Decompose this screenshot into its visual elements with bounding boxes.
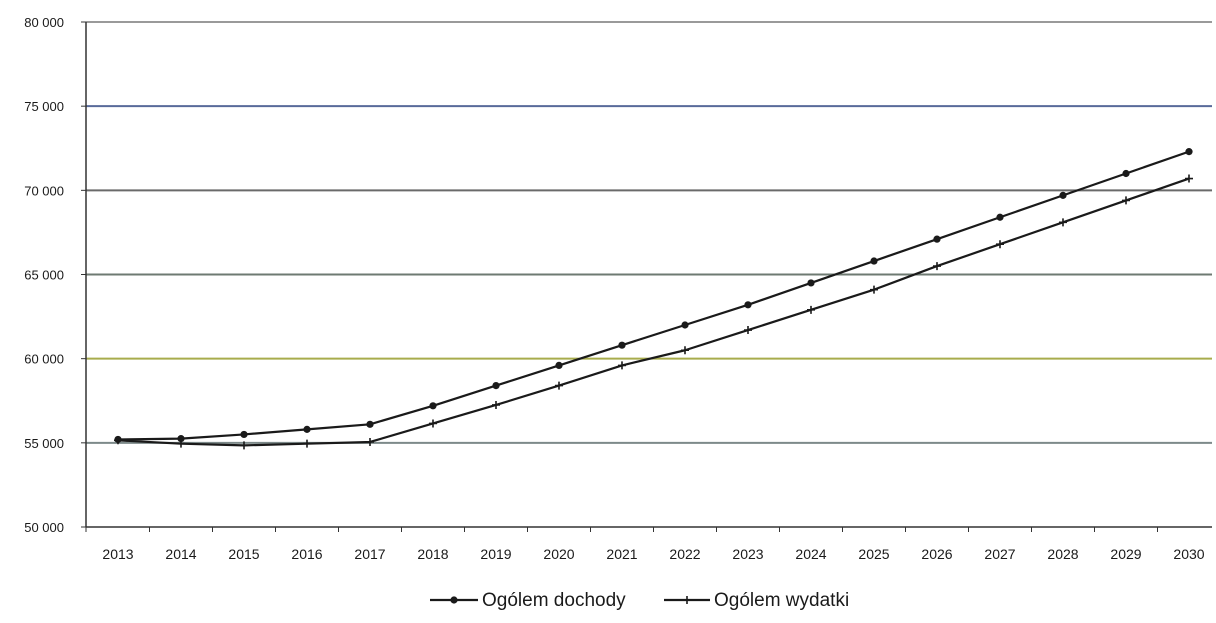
y-tick-label: 80 000	[24, 15, 64, 30]
data-point	[450, 596, 457, 603]
data-point	[1059, 218, 1067, 226]
data-point	[1059, 192, 1066, 199]
y-tick-label: 70 000	[24, 183, 64, 198]
data-point	[303, 426, 310, 433]
data-point	[366, 438, 374, 446]
x-tick-label: 2027	[984, 546, 1015, 562]
data-point	[555, 362, 562, 369]
y-tick-label: 50 000	[24, 520, 64, 535]
data-point	[744, 326, 752, 334]
data-point	[807, 306, 815, 314]
legend: Ogólem dochody Ogólem wydatki	[430, 590, 849, 611]
x-tick-label: 2017	[354, 546, 385, 562]
x-tick-label: 2029	[1110, 546, 1141, 562]
x-tick-label: 2028	[1047, 546, 1078, 562]
data-point	[683, 596, 691, 604]
data-point	[1122, 170, 1129, 177]
data-point	[807, 279, 814, 286]
x-tick-label: 2030	[1173, 546, 1204, 562]
series-line	[118, 152, 1189, 440]
data-point	[429, 402, 436, 409]
series-line	[118, 179, 1189, 446]
data-point	[303, 440, 311, 448]
x-tick-label: 2021	[606, 546, 637, 562]
data-point	[996, 214, 1003, 221]
x-tick-label: 2024	[795, 546, 826, 562]
data-point	[681, 346, 689, 354]
data-point	[429, 419, 437, 427]
data-point	[681, 321, 688, 328]
x-tick-label: 2026	[921, 546, 952, 562]
data-point	[933, 262, 941, 270]
x-tick-label: 2013	[102, 546, 133, 562]
axes	[81, 22, 1212, 532]
legend-label: Ogólem wydatki	[714, 590, 849, 611]
y-tick-label: 75 000	[24, 99, 64, 114]
data-point	[1185, 175, 1193, 183]
data-point	[870, 257, 877, 264]
data-point	[240, 431, 247, 438]
data-point	[870, 286, 878, 294]
data-point	[366, 421, 373, 428]
series-ogólem-wydatki	[114, 175, 1193, 450]
legend-item: Ogólem wydatki	[664, 590, 849, 611]
y-axis-tick-labels: 50 000 55 000 60 000 65 000 70 000 75 000 80 0…	[24, 15, 64, 535]
series-lines	[114, 148, 1193, 449]
data-point	[618, 342, 625, 349]
x-tick-label: 2023	[732, 546, 763, 562]
x-tick-label: 2022	[669, 546, 700, 562]
data-point	[1185, 148, 1192, 155]
data-point	[618, 361, 626, 369]
x-axis-tick-labels: 2013 2014 2015 2016 2017 2018 2019 2020 2021 2022…	[102, 546, 1204, 562]
y-tick-label: 65 000	[24, 268, 64, 283]
legend-item: Ogólem dochody	[430, 590, 626, 611]
x-tick-label: 2016	[291, 546, 322, 562]
x-tick-label: 2019	[480, 546, 511, 562]
y-tick-label: 55 000	[24, 436, 64, 451]
gridlines	[86, 22, 1212, 443]
x-tick-label: 2015	[228, 546, 259, 562]
x-tick-label: 2020	[543, 546, 574, 562]
x-tick-label: 2014	[165, 546, 196, 562]
y-tick-label: 60 000	[24, 352, 64, 367]
data-point	[744, 301, 751, 308]
series-ogólem-dochody	[114, 148, 1192, 443]
data-point	[1122, 196, 1130, 204]
data-point	[555, 382, 563, 390]
data-point	[996, 240, 1004, 248]
legend-label: Ogólem dochody	[482, 590, 626, 611]
x-tick-label: 2018	[417, 546, 448, 562]
data-point	[933, 236, 940, 243]
x-tick-label: 2025	[858, 546, 889, 562]
data-point	[492, 382, 499, 389]
data-point	[492, 401, 500, 409]
